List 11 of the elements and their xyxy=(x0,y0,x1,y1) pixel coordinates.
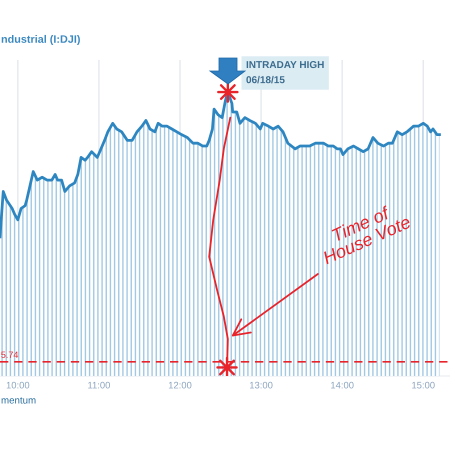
x-tick-label: 12:00 xyxy=(168,382,192,388)
text: mentum xyxy=(2,397,36,404)
x-tick-label: 10:00 xyxy=(6,382,30,388)
chart-title: ndustrial (I:DJI) xyxy=(2,34,80,46)
annotation: Time of House Vote xyxy=(322,205,412,264)
text: INTRADAY HIGH 06/18/15 xyxy=(246,61,324,84)
annotation: 5.74 xyxy=(1,352,18,358)
x-tick-label: 13:00 xyxy=(250,382,273,388)
x-tick-label: 14:00 xyxy=(331,382,354,388)
x-tick-label: 11:00 xyxy=(88,382,110,388)
x-tick-label: 15:00 xyxy=(412,382,435,388)
